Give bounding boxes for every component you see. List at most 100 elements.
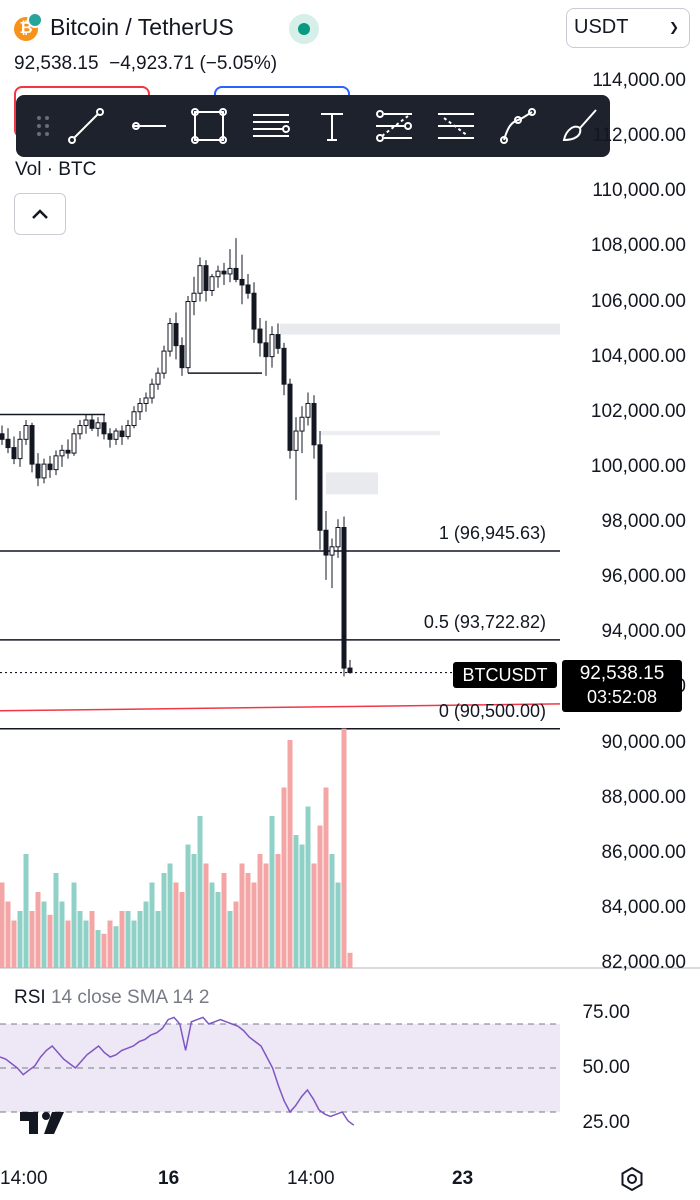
settings-gear-icon[interactable] <box>619 1166 645 1192</box>
volume-bar <box>257 854 263 968</box>
fib-level-label: 1 (96,945.63) <box>438 523 546 544</box>
chevron-down-icon: ❯ <box>668 20 679 34</box>
parallel-channel-icon[interactable] <box>251 106 291 146</box>
candle-body <box>299 416 305 432</box>
candle-body <box>143 397 149 404</box>
candle-body <box>263 342 269 358</box>
candle-body <box>95 422 101 429</box>
candle-body <box>221 270 227 275</box>
symbol-tag: BTCUSDT <box>453 662 557 688</box>
horizontal-ray-icon[interactable] <box>128 106 168 146</box>
price-summary: 92,538.15 −4,923.71 (−5.05%) <box>14 53 277 75</box>
price-candles <box>0 238 353 677</box>
candle-body <box>161 350 167 374</box>
price-change: −4,923.71 <box>109 53 195 74</box>
symbol-title[interactable]: Bitcoin / TetherUS <box>50 14 234 40</box>
volume-bar <box>317 825 323 968</box>
market-status-icon[interactable] <box>289 14 319 44</box>
candle-body <box>317 444 323 531</box>
candle-body <box>329 546 335 556</box>
candle-body <box>245 284 251 294</box>
price-change-pct: (−5.05%) <box>199 53 278 74</box>
brush-icon[interactable] <box>560 106 600 146</box>
candle-body <box>203 265 209 291</box>
volume-bar <box>119 911 125 968</box>
volume-label[interactable]: Vol · BTC <box>15 159 97 180</box>
currency-select[interactable]: USDT ❯ <box>566 8 690 48</box>
volume-bar <box>227 911 233 968</box>
candle-body <box>293 430 299 451</box>
volume-bar <box>203 863 209 968</box>
volume-bar <box>65 920 71 968</box>
volume-bar <box>281 787 287 968</box>
text-icon[interactable] <box>312 106 352 146</box>
candle-body <box>23 425 29 440</box>
volume-bar <box>185 844 191 968</box>
zone-shading <box>280 323 560 495</box>
collapse-chevron-up-icon[interactable] <box>14 193 66 235</box>
rsi-line <box>0 1016 355 1126</box>
volume-bar <box>95 930 101 968</box>
volume-bar <box>41 901 47 968</box>
price-tick-label: 84,000.00 <box>601 896 686 918</box>
fib-level-label: 0 (90,500.00) <box>438 700 546 721</box>
last-price: 92,538.15 <box>14 53 99 74</box>
candle-body <box>71 433 77 454</box>
volume-bar <box>347 952 353 968</box>
volume-bar <box>149 882 155 968</box>
volume-bar <box>53 873 59 968</box>
volume-bar <box>125 911 131 968</box>
tradingview-logo-icon[interactable] <box>18 1108 70 1144</box>
supply-zone <box>320 431 440 436</box>
volume-bar <box>329 854 335 968</box>
supply-zone <box>326 472 378 495</box>
price-tick-label: 88,000.00 <box>601 786 686 808</box>
candle-body <box>215 270 221 278</box>
volume-bar <box>167 863 173 968</box>
price-tick-label: 114,000.00 <box>592 70 686 91</box>
candle-body <box>323 529 329 556</box>
price-tick-label: 112,000.00 <box>592 125 686 147</box>
volume-bar <box>107 920 113 968</box>
fib-retracement-icon[interactable] <box>374 106 414 146</box>
rsi-pane <box>0 1016 560 1126</box>
volume-bars <box>0 728 353 968</box>
volume-bar <box>23 854 29 968</box>
volume-bar <box>179 892 185 968</box>
volume-bar <box>293 835 299 968</box>
volume-bar <box>161 873 167 968</box>
fib-extension-icon[interactable] <box>436 106 476 146</box>
volume-bar <box>113 926 119 968</box>
drag-handle-icon[interactable] <box>24 106 64 146</box>
rectangle-icon[interactable] <box>189 106 229 146</box>
currency-value: USDT <box>574 16 629 38</box>
price-tick-label: 104,000.00 <box>590 345 686 367</box>
candle-body <box>59 449 65 457</box>
volume-bar <box>245 873 251 968</box>
candle-countdown: 03:52:08 <box>586 687 658 707</box>
candle-body <box>197 265 203 294</box>
path-icon[interactable] <box>498 106 538 146</box>
candle-body <box>17 438 23 460</box>
price-tick-label: 94,000.00 <box>601 621 686 643</box>
volume-bar <box>305 806 311 968</box>
candle-body <box>101 422 107 435</box>
time-tick-label: 23 <box>452 1168 474 1189</box>
volume-bar <box>341 728 347 968</box>
trend-line-icon[interactable] <box>66 106 106 146</box>
volume-bar <box>35 892 41 968</box>
price-tick-label: 90,000.00 <box>601 731 686 753</box>
rsi-legend[interactable]: RSI 14 close SMA 14 2 <box>14 987 209 1009</box>
volume-bar <box>71 882 77 968</box>
volume-bar <box>101 933 107 968</box>
candle-body <box>131 411 137 427</box>
candle-body <box>155 372 161 385</box>
candle-body <box>77 425 83 435</box>
time-tick-label: 14:00 <box>0 1168 48 1189</box>
candle-body <box>251 292 257 330</box>
candle-body <box>233 267 239 280</box>
rsi-tick-label: 75.00 <box>582 1002 630 1023</box>
candle-body <box>191 292 197 303</box>
candle-body <box>239 278 245 286</box>
